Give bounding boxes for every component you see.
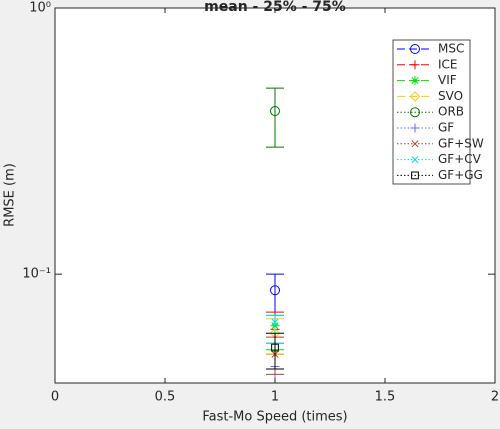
marker <box>271 318 279 326</box>
marker <box>410 76 420 86</box>
marker <box>270 106 280 117</box>
marker <box>271 343 279 352</box>
legend-label: MSC <box>438 42 464 56</box>
legend-label: GF <box>438 121 454 135</box>
y-tick-label: 10⁻¹ <box>22 267 51 282</box>
marker <box>270 285 280 296</box>
x-axis-label: Fast-Mo Speed (times) <box>202 410 347 425</box>
marker <box>410 44 420 54</box>
marker <box>410 60 420 70</box>
x-tick-label: 2 <box>491 390 499 405</box>
legend-label: GF+CV <box>438 152 482 166</box>
y-tick-label: 10⁰ <box>29 1 51 16</box>
marker <box>411 171 419 180</box>
marker <box>410 107 420 118</box>
x-tick-label: 0.5 <box>155 390 176 405</box>
marker <box>409 91 421 102</box>
marker <box>411 140 419 148</box>
legend-label: VIF <box>438 73 457 87</box>
y-axis-label: RMSE (m) <box>3 163 18 227</box>
x-tick-label: 0 <box>51 390 59 405</box>
legend-label: SVO <box>438 89 463 103</box>
legend-label: GF+SW <box>438 136 484 150</box>
legend-label: ORB <box>438 105 464 119</box>
legend-box <box>392 39 471 185</box>
marker <box>411 156 419 164</box>
x-tick-label: 1 <box>271 390 279 405</box>
marks <box>266 87 284 383</box>
legend-label: GF+GG <box>438 168 483 182</box>
legend-label: ICE <box>438 57 458 71</box>
marker <box>410 123 420 133</box>
x-tick-label: 1.5 <box>375 390 396 405</box>
